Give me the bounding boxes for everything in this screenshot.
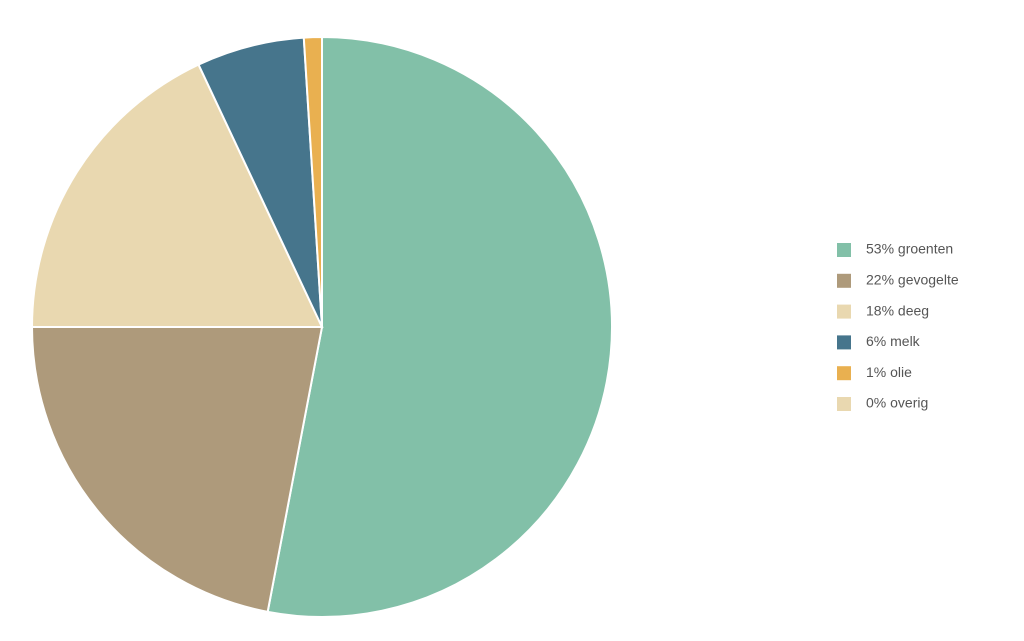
legend-label: 18% deeg <box>866 302 929 318</box>
legend-swatch <box>837 273 851 288</box>
pie-slice <box>30 63 324 328</box>
legend-label: 53% groenten <box>866 241 953 257</box>
pie-slice <box>30 326 324 614</box>
legend-swatch <box>837 366 851 381</box>
legend-label: 1% olie <box>866 364 912 380</box>
legend-label: 0% overig <box>866 395 928 411</box>
legend-swatch <box>837 243 851 257</box>
legend-label: 22% gevogelte <box>866 272 959 288</box>
pie-slice <box>266 35 613 618</box>
legend-swatch <box>837 304 851 319</box>
legend-swatch <box>837 335 851 350</box>
legend-swatch <box>837 397 851 411</box>
legend-label: 6% melk <box>866 333 921 349</box>
